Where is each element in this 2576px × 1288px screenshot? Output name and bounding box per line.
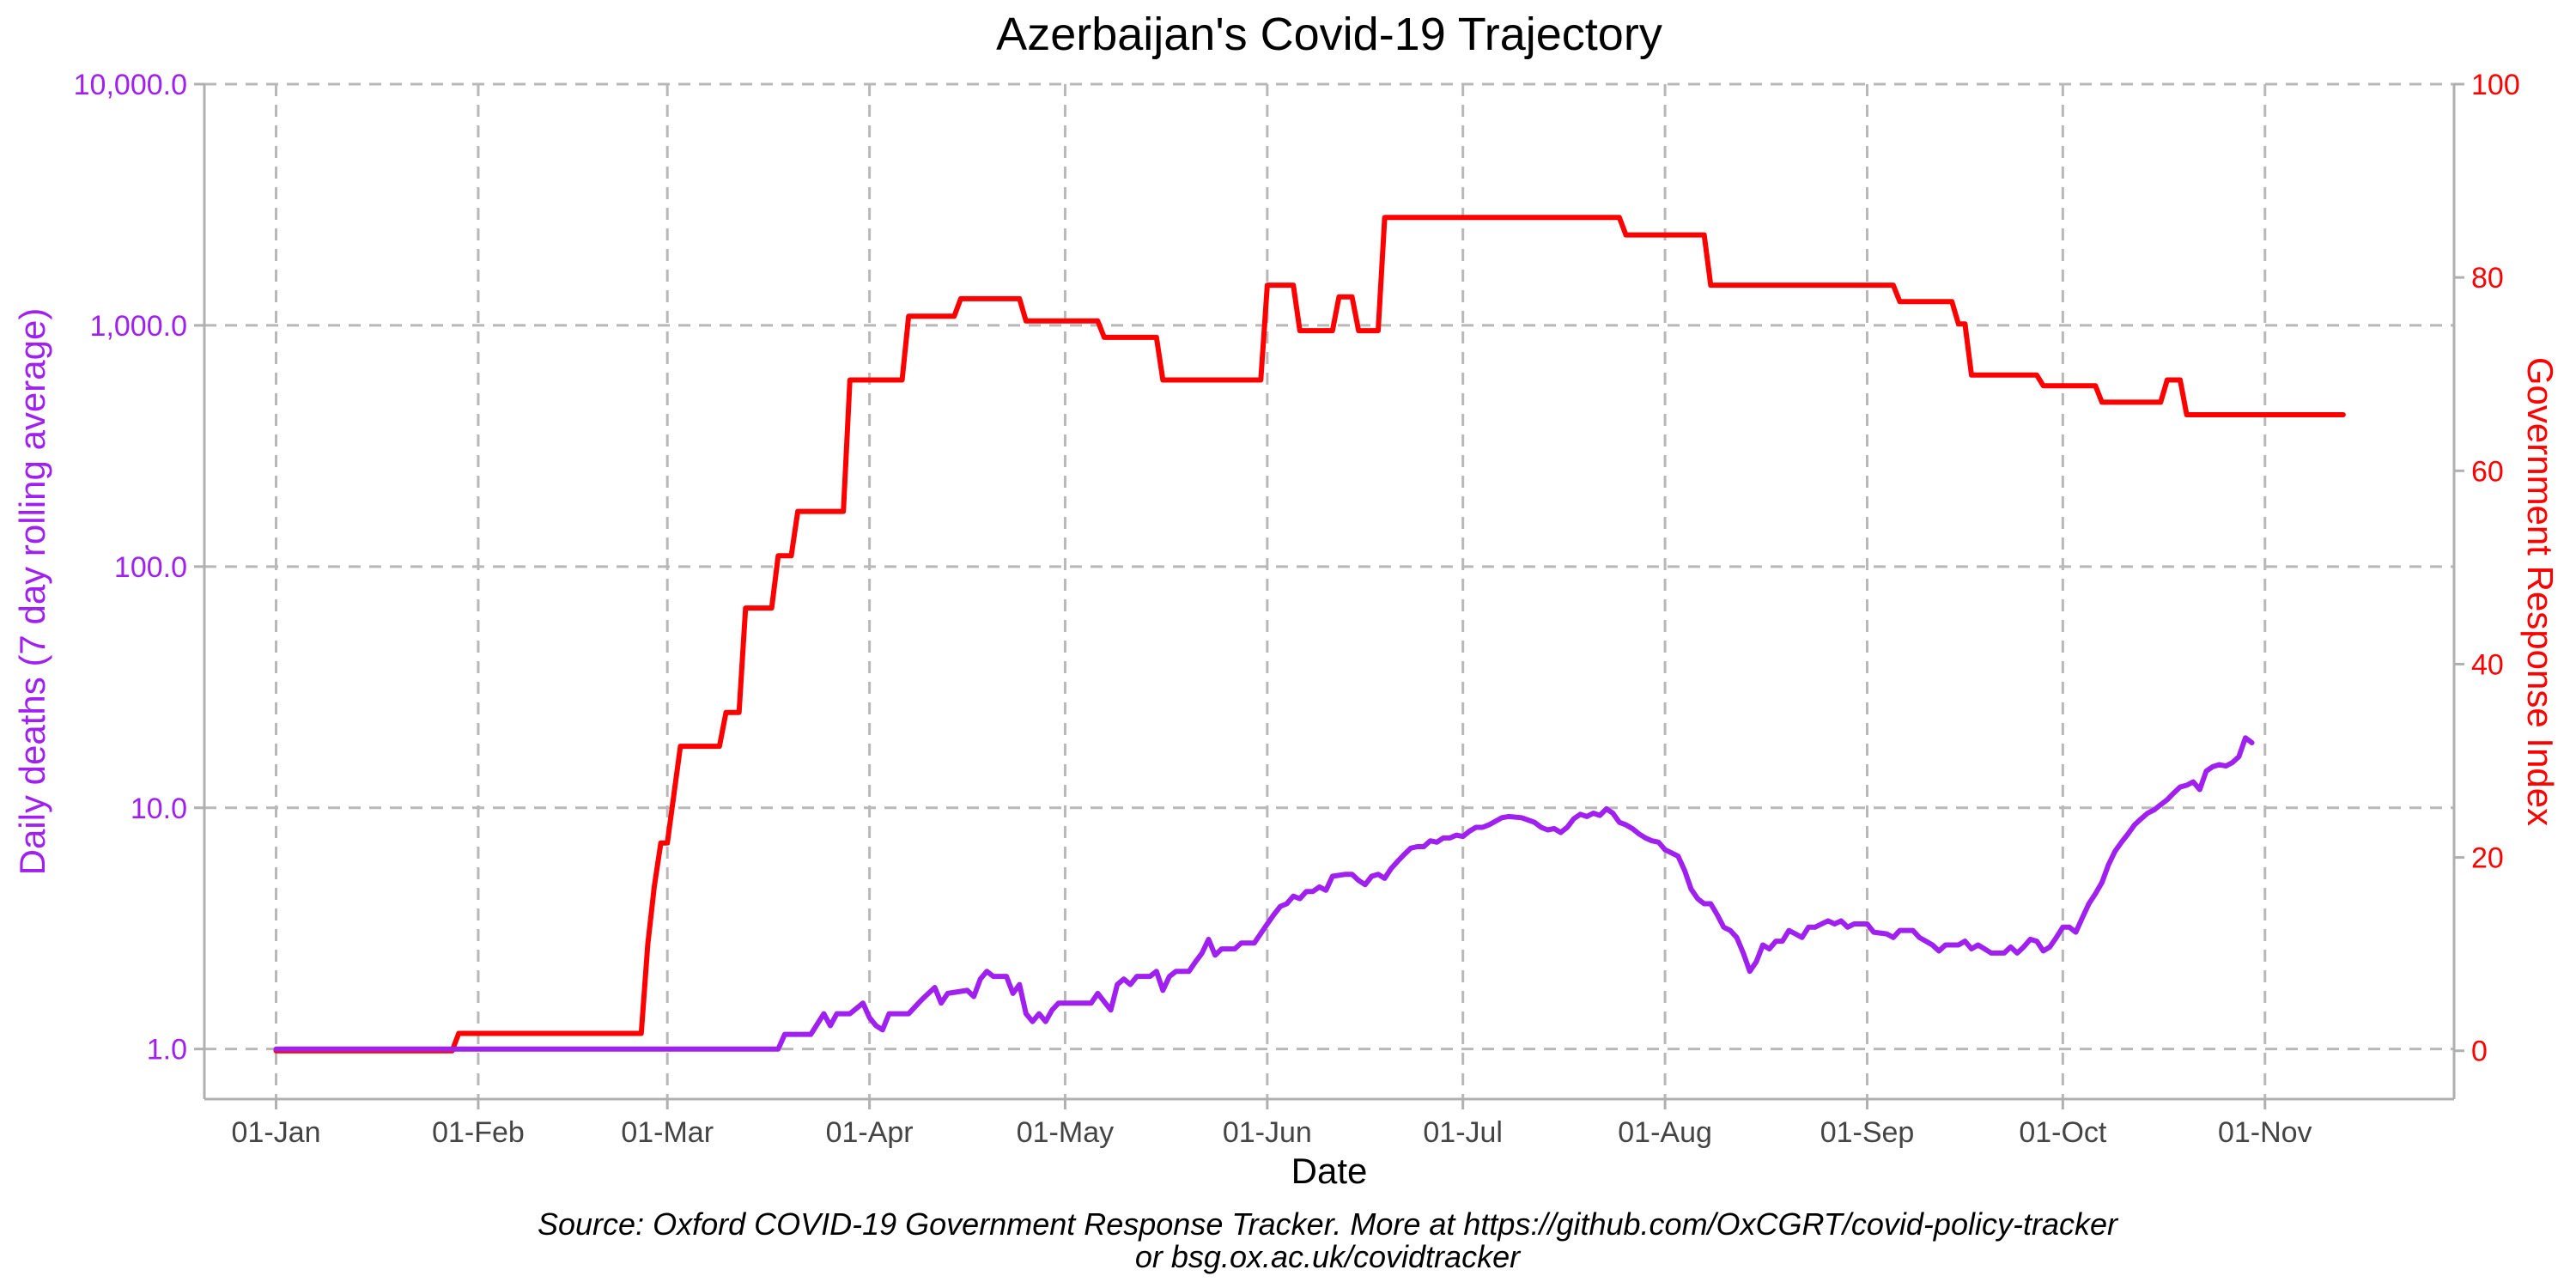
x-axis-title: Date	[1291, 1151, 1368, 1191]
right-y-tick-label: 40	[2471, 648, 2504, 681]
response-index-series-line	[273, 215, 2346, 1054]
deaths-series-line	[273, 735, 2255, 1052]
axes	[203, 84, 2456, 1101]
left-y-tick-label: 1,000.0	[90, 310, 187, 343]
right-y-tick-label: 100	[2471, 69, 2520, 101]
right-axis-title: Government Response Index	[2520, 357, 2561, 826]
source-caption-line-2: or bsg.ox.ac.uk/covidtracker	[1135, 1239, 1522, 1274]
source-caption-line-1: Source: Oxford COVID-19 Government Respo…	[538, 1206, 2119, 1242]
right-y-tick-label: 80	[2471, 262, 2504, 295]
series	[273, 215, 2346, 1054]
x-tick-label: 01-Sep	[1820, 1116, 1915, 1149]
left-y-tick-label: 10.0	[131, 793, 187, 825]
x-tick-label: 01-Mar	[621, 1116, 714, 1149]
x-tick-label: 01-Jun	[1223, 1116, 1312, 1149]
x-tick-label: 01-May	[1017, 1116, 1114, 1149]
left-axis-title: Daily deaths (7 day rolling average)	[12, 308, 52, 876]
right-y-tick-label: 0	[2471, 1036, 2488, 1068]
left-y-tick-label: 10,000.0	[74, 69, 187, 101]
chart-title: Azerbaijan's Covid-19 Trajectory	[996, 9, 1662, 60]
x-tick-label: 01-Apr	[826, 1116, 914, 1149]
x-tick-label: 01-Aug	[1618, 1116, 1712, 1149]
ticks: 01-Jan 01-Feb 01-Mar 01-Apr 01-May 01-Jun 01-J…	[74, 69, 2520, 1149]
right-y-tick-label: 20	[2471, 842, 2504, 875]
x-tick-label: 01-Nov	[2218, 1116, 2312, 1149]
left-y-tick-label: 1.0	[147, 1034, 187, 1066]
x-tick-label: 01-Jul	[1423, 1116, 1503, 1149]
x-tick-label: 01-Jan	[232, 1116, 321, 1149]
gridlines	[204, 82, 2454, 1099]
x-tick-label: 01-Feb	[432, 1116, 525, 1149]
x-tick-label: 01-Oct	[2019, 1116, 2107, 1149]
right-y-tick-label: 60	[2471, 455, 2504, 488]
left-y-tick-label: 100.0	[114, 551, 187, 584]
